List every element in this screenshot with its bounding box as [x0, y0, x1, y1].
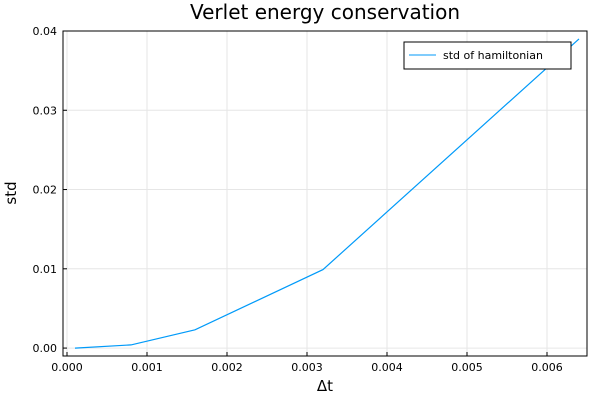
- x-tick-label: 0.006: [531, 361, 563, 374]
- x-tick-label: 0.002: [211, 361, 243, 374]
- series-group: [74, 38, 580, 349]
- x-tick-label: 0.005: [451, 361, 483, 374]
- grid-lines: [63, 30, 587, 356]
- y-axis-ticks: 0.00 0.01 0.02 0.03 0.04: [33, 25, 67, 355]
- y-tick-label: 0.02: [33, 184, 58, 197]
- y-tick-label: 0.00: [33, 342, 58, 355]
- x-tick-label: 0.000: [51, 361, 83, 374]
- y-axis-label: std: [2, 181, 20, 204]
- y-tick-label: 0.04: [33, 25, 58, 38]
- legend-label: std of hamiltonian: [443, 49, 543, 62]
- x-tick-label: 0.001: [131, 361, 163, 374]
- y-tick-label: 0.03: [33, 104, 58, 117]
- y-tick-label: 0.01: [33, 263, 58, 276]
- series-line: [74, 38, 580, 349]
- chart-title: Verlet energy conservation: [190, 0, 460, 24]
- x-tick-label: 0.004: [371, 361, 403, 374]
- legend: std of hamiltonian: [403, 41, 572, 70]
- x-axis-ticks: 0.000 0.001 0.002 0.003 0.004 0.005 0.006: [51, 352, 563, 374]
- x-tick-label: 0.003: [291, 361, 323, 374]
- x-axis-label: Δt: [317, 377, 333, 395]
- plot-frame: [62, 30, 588, 357]
